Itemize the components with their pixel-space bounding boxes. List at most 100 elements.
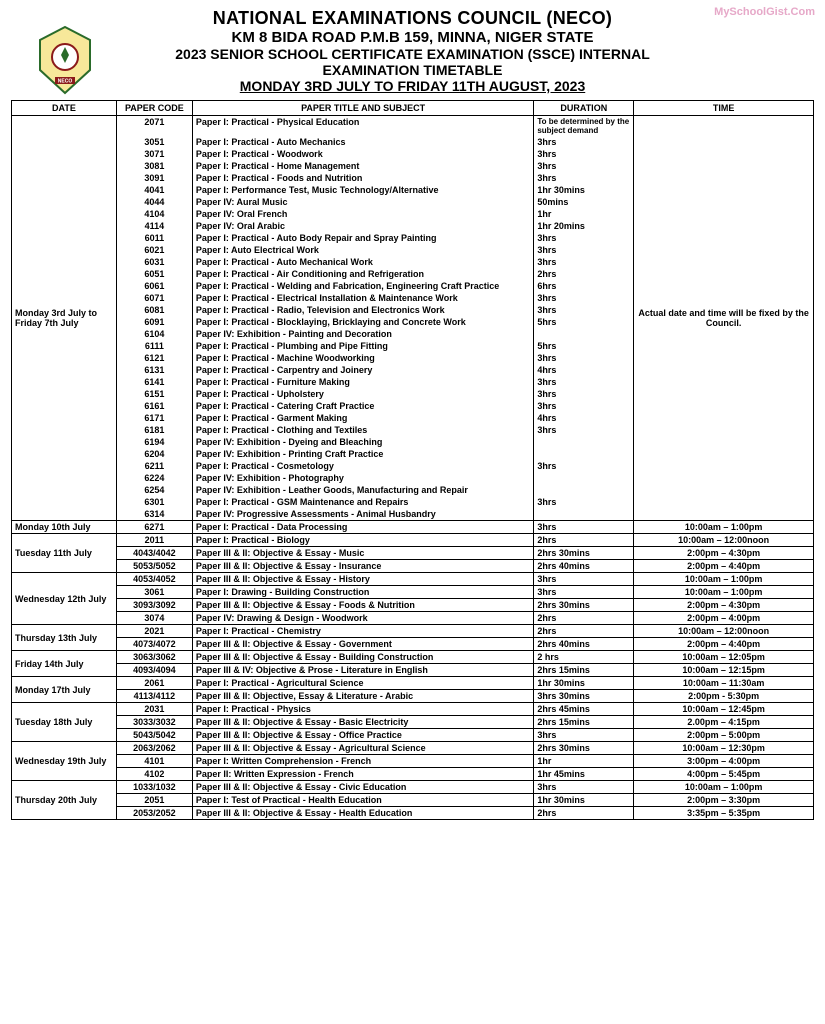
code-cell: 3033/3032 (116, 716, 192, 729)
doc-title: EXAMINATION TIMETABLE (0, 62, 825, 78)
date-cell: Tuesday 11th July (12, 534, 117, 573)
title-cell: Paper I: Drawing - Building Construction (192, 586, 534, 599)
duration-cell: 3hrs (534, 400, 634, 412)
time-cell: 10:00am – 12:05pm (634, 651, 814, 664)
code-cell: 4073/4072 (116, 638, 192, 651)
title-cell: Paper IV: Exhibition - Printing Craft Pr… (192, 448, 534, 460)
duration-cell (534, 508, 634, 521)
code-cell: 6204 (116, 448, 192, 460)
code-cell: 6051 (116, 268, 192, 280)
table-row: 4073/4072Paper III & II: Objective & Ess… (12, 638, 814, 651)
duration-cell: 2hrs (534, 534, 634, 547)
duration-cell: 3hrs (534, 388, 634, 400)
code-cell: 6131 (116, 364, 192, 376)
duration-cell: 4hrs (534, 412, 634, 424)
duration-cell: 2hrs (534, 612, 634, 625)
duration-cell: 1hr (534, 208, 634, 220)
title-cell: Paper I: Performance Test, Music Technol… (192, 184, 534, 196)
code-cell: 5053/5052 (116, 560, 192, 573)
title-cell: Paper III & II: Objective & Essay - Civi… (192, 781, 534, 794)
duration-cell (534, 484, 634, 496)
code-cell: 6081 (116, 304, 192, 316)
table-row: Tuesday 11th July2011Paper I: Practical … (12, 534, 814, 547)
col-date: DATE (12, 101, 117, 116)
duration-cell: 3hrs 30mins (534, 690, 634, 703)
code-cell: 3061 (116, 586, 192, 599)
time-cell: 10:00am – 1:00pm (634, 586, 814, 599)
table-row: Monday 17th July2061Paper I: Practical -… (12, 677, 814, 690)
title-cell: Paper IV: Exhibition - Photography (192, 472, 534, 484)
code-cell: 3091 (116, 172, 192, 184)
time-cell: 10:00am – 11:30am (634, 677, 814, 690)
code-cell: 3051 (116, 136, 192, 148)
duration-cell: 1hr 20mins (534, 220, 634, 232)
code-cell: 6121 (116, 352, 192, 364)
table-row: 3033/3032Paper III & II: Objective & Ess… (12, 716, 814, 729)
code-cell: 6224 (116, 472, 192, 484)
duration-cell: 3hrs (534, 304, 634, 316)
title-cell: Paper I: Practical - Physics (192, 703, 534, 716)
date-cell: Friday 14th July (12, 651, 117, 677)
duration-cell: 2hrs (534, 807, 634, 820)
code-cell: 5043/5042 (116, 729, 192, 742)
title-cell: Paper III & II: Objective & Essay - Basi… (192, 716, 534, 729)
duration-cell (534, 328, 634, 340)
title-cell: Paper IV: Oral French (192, 208, 534, 220)
title-cell: Paper II: Written Expression - French (192, 768, 534, 781)
table-row: Monday 10th July6271Paper I: Practical -… (12, 521, 814, 534)
duration-cell: 3hrs (534, 586, 634, 599)
duration-cell: 1hr 30mins (534, 794, 634, 807)
time-cell: 10:00am – 1:00pm (634, 521, 814, 534)
date-cell: Monday 3rd July to Friday 7th July (12, 116, 117, 521)
title-cell: Paper I: Practical - Clothing and Textil… (192, 424, 534, 436)
title-cell: Paper I: Auto Electrical Work (192, 244, 534, 256)
duration-cell: 1hr 30mins (534, 677, 634, 690)
duration-cell: 2 hrs (534, 651, 634, 664)
code-cell: 2011 (116, 534, 192, 547)
title-cell: Paper I: Practical - Radio, Television a… (192, 304, 534, 316)
duration-cell: 4hrs (534, 364, 634, 376)
table-row: 4043/4042Paper III & II: Objective & Ess… (12, 547, 814, 560)
table-row: 3093/3092Paper III & II: Objective & Ess… (12, 599, 814, 612)
code-cell: 6161 (116, 400, 192, 412)
col-title: PAPER TITLE AND SUBJECT (192, 101, 534, 116)
title-cell: Paper III & IV: Objective & Prose - Lite… (192, 664, 534, 677)
code-cell: 2063/2062 (116, 742, 192, 755)
duration-cell: 2hrs 30mins (534, 599, 634, 612)
title-cell: Paper III & II: Objective & Essay - Insu… (192, 560, 534, 573)
title-cell: Paper I: Practical - Machine Woodworking (192, 352, 534, 364)
title-cell: Paper I: Practical - Data Processing (192, 521, 534, 534)
code-cell: 6091 (116, 316, 192, 328)
code-cell: 3071 (116, 148, 192, 160)
duration-cell: 2hrs 30mins (534, 547, 634, 560)
code-cell: 4114 (116, 220, 192, 232)
title-cell: Paper I: Written Comprehension - French (192, 755, 534, 768)
title-cell: Paper I: Practical - Auto Mechanical Wor… (192, 256, 534, 268)
title-cell: Paper I: Practical - Auto Body Repair an… (192, 232, 534, 244)
time-cell: 2:00pm – 5:00pm (634, 729, 814, 742)
duration-cell: 5hrs (534, 340, 634, 352)
title-cell: Paper I: Practical - Chemistry (192, 625, 534, 638)
code-cell: 6254 (116, 484, 192, 496)
duration-cell: 6hrs (534, 280, 634, 292)
duration-cell: 1hr 45mins (534, 768, 634, 781)
code-cell: 3093/3092 (116, 599, 192, 612)
table-row: 2053/2052Paper III & II: Objective & Ess… (12, 807, 814, 820)
duration-cell: 3hrs (534, 460, 634, 472)
header-row: DATE PAPER CODE PAPER TITLE AND SUBJECT … (12, 101, 814, 116)
time-cell: 10:00am – 12:30pm (634, 742, 814, 755)
exam-name: 2023 SENIOR SCHOOL CERTIFICATE EXAMINATI… (0, 46, 825, 62)
duration-cell: 3hrs (534, 729, 634, 742)
time-cell: 2:00pm – 4:00pm (634, 612, 814, 625)
duration-cell: 2hrs (534, 268, 634, 280)
org-address: KM 8 BIDA ROAD P.M.B 159, MINNA, NIGER S… (0, 29, 825, 46)
title-cell: Paper III & II: Objective & Essay - Offi… (192, 729, 534, 742)
time-cell: 2:00pm – 4:30pm (634, 547, 814, 560)
code-cell: 6151 (116, 388, 192, 400)
time-cell: 4:00pm – 5:45pm (634, 768, 814, 781)
duration-cell: 3hrs (534, 292, 634, 304)
duration-cell: 2hrs 40mins (534, 638, 634, 651)
duration-cell: 2hrs (534, 625, 634, 638)
table-row: 4113/4112Paper III & II: Objective, Essa… (12, 690, 814, 703)
duration-cell: 3hrs (534, 172, 634, 184)
